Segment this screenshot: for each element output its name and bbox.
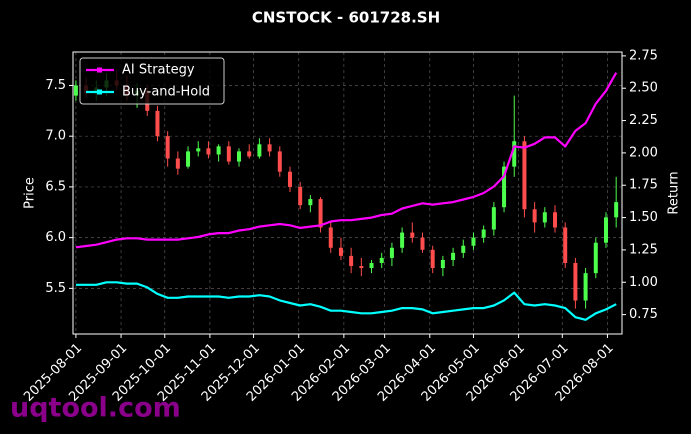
y-tick-label: 7.5 <box>45 78 66 93</box>
candle-body <box>553 212 558 228</box>
legend-box <box>79 57 225 105</box>
candle-body <box>186 151 191 167</box>
y2-tick-label: 2.00 <box>629 145 658 160</box>
line-series <box>75 72 618 249</box>
candle-body <box>461 245 466 253</box>
candle-body <box>440 259 445 269</box>
candle-body <box>257 144 262 157</box>
y-tick-label: 6.0 <box>45 230 66 245</box>
candle-body <box>389 247 394 258</box>
candle-body <box>206 148 211 155</box>
candle-body <box>175 158 180 169</box>
legend-marker <box>97 67 102 73</box>
candle-body <box>583 273 588 301</box>
candle-body <box>603 217 608 243</box>
candle-body <box>267 144 272 152</box>
y2-tick-label: 1.25 <box>629 242 658 257</box>
y2-axis-label: Return <box>667 171 682 214</box>
candle-body <box>298 186 303 206</box>
candle-body <box>593 242 598 274</box>
candle-body <box>512 141 517 167</box>
y2-tick-label: 2.50 <box>629 81 658 96</box>
y-tick-label: 7.0 <box>45 129 66 144</box>
candle-body <box>614 202 619 218</box>
legend-label: AI Strategy <box>122 63 195 78</box>
candle-body <box>522 141 527 210</box>
y2-tick-label: 2.75 <box>629 48 658 63</box>
candle-body <box>369 262 374 269</box>
legend-marker <box>97 89 102 95</box>
candle-body <box>481 229 486 238</box>
candle-body <box>287 171 292 187</box>
candle-body <box>318 199 323 228</box>
candle-body <box>410 232 415 238</box>
candle-body <box>73 85 78 96</box>
y2-tick-label: 2.25 <box>629 113 658 128</box>
candle-body <box>502 166 507 208</box>
candle-body <box>430 249 435 269</box>
y2-tick-label: 1.50 <box>629 210 658 225</box>
y-tick-label: 6.5 <box>45 179 66 194</box>
candle-body <box>328 227 333 248</box>
candle-body <box>237 151 242 162</box>
candle-body <box>400 232 405 248</box>
line-series <box>75 281 617 321</box>
candle-body <box>491 207 496 230</box>
candle-body <box>359 266 364 269</box>
candle-body <box>379 257 384 263</box>
candle-body <box>216 146 221 155</box>
candle-body <box>338 247 343 256</box>
chart-title: CNSTOCK - 601728.SH <box>252 9 440 27</box>
plot-frame <box>72 51 623 335</box>
candle-body <box>165 136 170 159</box>
candle-body <box>155 110 160 137</box>
y-axis-label: Price <box>23 177 38 209</box>
legend-label: Buy-and-Hold <box>122 85 210 100</box>
candle-body <box>532 209 537 223</box>
y2-tick-label: 1.75 <box>629 178 658 193</box>
candle-body <box>308 199 313 206</box>
candle-body <box>542 212 547 223</box>
candle-body <box>226 146 231 162</box>
candle-body <box>247 151 252 157</box>
watermark: uqtool.com <box>10 393 181 424</box>
candle-body <box>196 148 201 152</box>
y2-tick-label: 1.00 <box>629 275 658 290</box>
y2-tick-label: 0.75 <box>629 307 658 322</box>
y-tick-label: 5.5 <box>45 281 66 296</box>
candle-body <box>277 151 282 172</box>
candle-body <box>471 237 476 246</box>
candle-body <box>349 255 354 267</box>
candle-body <box>420 237 425 250</box>
candle-body <box>563 227 568 263</box>
candle-body <box>451 252 456 260</box>
candle-body <box>573 262 578 301</box>
